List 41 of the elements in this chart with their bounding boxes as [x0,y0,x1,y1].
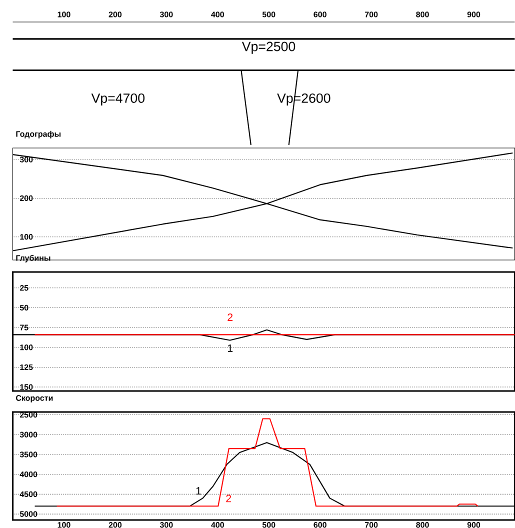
x-tick-label: 600 [314,12,326,18]
x-tick-label: 800 [416,12,429,18]
x-tick-label: 200 [108,12,122,18]
x-tick-label: 400 [211,522,224,528]
y-tick-label: 4000 [20,472,38,478]
y-tick-label: 3000 [20,432,38,438]
y-tick-label: 100 [20,344,33,350]
x-tick-label: 400 [211,12,224,18]
x-tick-label: 500 [262,12,276,18]
y-tick-label: 4500 [20,491,38,498]
x-tick-label: 600 [314,522,326,528]
x-tick-label: 200 [108,522,122,528]
x-tick-label: 100 [58,522,70,528]
x-tick-label: 900 [467,12,480,18]
series-label: 2 [228,314,233,321]
chart-title: Годографы [16,130,61,138]
y-tick-label: 150 [20,384,33,390]
y-tick-label: 75 [20,324,28,330]
series-label: 1 [228,344,233,352]
annotation: Vp=4700 [91,93,145,106]
series-label: 1 [196,487,201,495]
y-tick-label: 5000 [20,511,38,517]
annotation: Vp=2500 [242,42,296,54]
y-tick-label: 125 [20,364,33,370]
x-tick-label: 700 [364,522,378,528]
y-tick-label: 3500 [20,452,38,458]
x-tick-label: 700 [364,12,378,18]
y-tick-label: 200 [20,195,33,202]
chart-title: Скорости [16,395,53,402]
y-tick-label: 100 [20,234,33,240]
y-tick-label: 25 [20,285,28,291]
y-tick-label: 50 [20,304,28,311]
x-tick-label: 300 [160,12,173,18]
x-tick-label: 800 [416,522,429,528]
x-tick-label: 500 [262,522,276,528]
x-tick-label: 900 [467,522,480,528]
series-label: 2 [226,494,232,502]
chart-title: Глубины [16,254,50,262]
x-tick-label: 100 [58,12,70,18]
y-tick-label: 300 [20,156,33,162]
x-tick-label: 300 [160,522,173,528]
